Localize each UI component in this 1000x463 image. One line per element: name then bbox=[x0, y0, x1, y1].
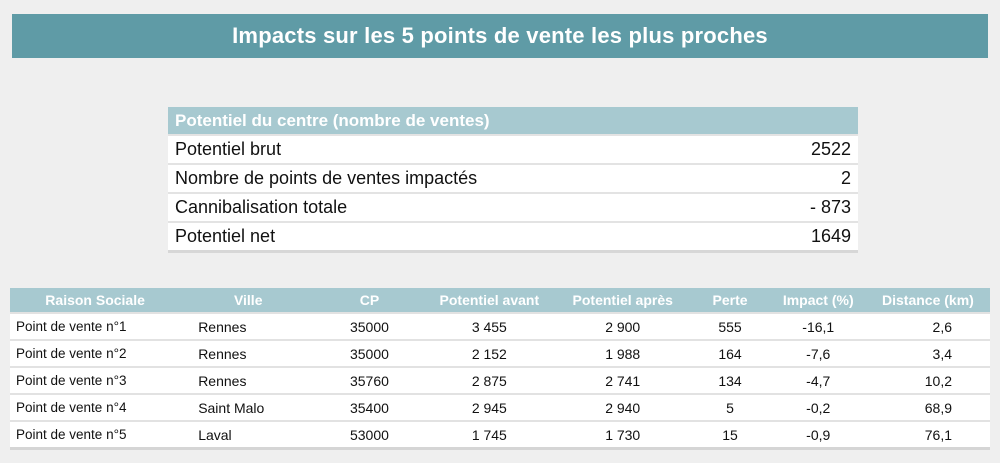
cell-cp: 35000 bbox=[316, 312, 423, 340]
cell-perte: 15 bbox=[689, 420, 771, 450]
cell-potentiel-apres: 1 988 bbox=[556, 339, 690, 367]
col-header-ville: Ville bbox=[180, 288, 317, 313]
summary-table: Potentiel du centre (nombre de ventes) P… bbox=[168, 107, 858, 253]
cell-cp: 35400 bbox=[316, 393, 423, 421]
cell-potentiel-avant: 2 152 bbox=[422, 339, 557, 367]
cell-raison-sociale: Point de vente n°3 bbox=[10, 366, 181, 394]
summary-row: Cannibalisation totale - 873 bbox=[168, 192, 858, 221]
table-row: Point de vente n°1 Rennes 35000 3 455 2 … bbox=[10, 312, 990, 340]
cell-distance: 68,9 bbox=[865, 393, 990, 421]
cell-ville: Rennes bbox=[180, 339, 317, 367]
cell-cp: 53000 bbox=[316, 420, 423, 450]
cell-distance: 3,4 bbox=[865, 339, 990, 367]
summary-header: Potentiel du centre (nombre de ventes) bbox=[168, 107, 858, 134]
cell-distance: 2,6 bbox=[865, 312, 990, 340]
cell-impact: -4,7 bbox=[770, 366, 866, 394]
cell-perte: 134 bbox=[689, 366, 771, 394]
summary-label: Cannibalisation totale bbox=[175, 197, 348, 217]
col-header-potentiel-avant: Potentiel avant bbox=[422, 288, 557, 313]
col-header-potentiel-apres: Potentiel après bbox=[556, 288, 690, 313]
cell-impact: -7,6 bbox=[770, 339, 866, 367]
table-row: Point de vente n°4 Saint Malo 35400 2 94… bbox=[10, 393, 990, 421]
table-row: Point de vente n°3 Rennes 35760 2 875 2 … bbox=[10, 366, 990, 394]
cell-potentiel-apres: 2 900 bbox=[556, 312, 690, 340]
cell-potentiel-avant: 2 945 bbox=[422, 393, 557, 421]
page-title: Impacts sur les 5 points de vente les pl… bbox=[12, 14, 988, 58]
table-row: Point de vente n°5 Laval 53000 1 745 1 7… bbox=[10, 420, 990, 450]
summary-value: - 873 bbox=[809, 197, 851, 217]
col-header-raison-sociale: Raison Sociale bbox=[10, 288, 181, 313]
cell-distance: 10,2 bbox=[865, 366, 990, 394]
table-row: Point de vente n°2 Rennes 35000 2 152 1 … bbox=[10, 339, 990, 367]
cell-raison-sociale: Point de vente n°4 bbox=[10, 393, 181, 421]
cell-cp: 35760 bbox=[316, 366, 423, 394]
cell-raison-sociale: Point de vente n°5 bbox=[10, 420, 181, 450]
cell-ville: Saint Malo bbox=[180, 393, 317, 421]
cell-perte: 555 bbox=[689, 312, 771, 340]
detail-header-row: Raison Sociale Ville CP Potentiel avant … bbox=[10, 288, 990, 313]
col-header-distance: Distance (km) bbox=[865, 288, 990, 313]
summary-value: 2 bbox=[840, 168, 851, 188]
summary-row: Nombre de points de ventes impactés 2 bbox=[168, 163, 858, 192]
cell-potentiel-apres: 2 741 bbox=[556, 366, 690, 394]
cell-raison-sociale: Point de vente n°2 bbox=[10, 339, 181, 367]
cell-potentiel-apres: 2 940 bbox=[556, 393, 690, 421]
cell-distance: 76,1 bbox=[865, 420, 990, 450]
cell-potentiel-avant: 1 745 bbox=[422, 420, 557, 450]
cell-ville: Rennes bbox=[180, 312, 317, 340]
cell-ville: Rennes bbox=[180, 366, 317, 394]
summary-label: Nombre de points de ventes impactés bbox=[175, 168, 478, 188]
cell-cp: 35000 bbox=[316, 339, 423, 367]
cell-ville: Laval bbox=[180, 420, 317, 450]
cell-potentiel-avant: 2 875 bbox=[422, 366, 557, 394]
summary-label: Potentiel net bbox=[175, 226, 276, 246]
summary-value: 2522 bbox=[810, 139, 851, 159]
summary-row: Potentiel net 1649 bbox=[168, 221, 858, 253]
col-header-perte: Perte bbox=[689, 288, 771, 313]
cell-impact: -16,1 bbox=[770, 312, 866, 340]
cell-potentiel-apres: 1 730 bbox=[556, 420, 690, 450]
summary-label: Potentiel brut bbox=[175, 139, 282, 159]
detail-table: Raison Sociale Ville CP Potentiel avant … bbox=[10, 288, 990, 450]
col-header-cp: CP bbox=[316, 288, 423, 313]
cell-perte: 164 bbox=[689, 339, 771, 367]
cell-perte: 5 bbox=[689, 393, 771, 421]
cell-impact: -0,2 bbox=[770, 393, 866, 421]
cell-raison-sociale: Point de vente n°1 bbox=[10, 312, 181, 340]
cell-potentiel-avant: 3 455 bbox=[422, 312, 557, 340]
summary-row: Potentiel brut 2522 bbox=[168, 134, 858, 163]
summary-value: 1649 bbox=[810, 226, 851, 246]
col-header-impact: Impact (%) bbox=[770, 288, 866, 313]
cell-impact: -0,9 bbox=[770, 420, 866, 450]
